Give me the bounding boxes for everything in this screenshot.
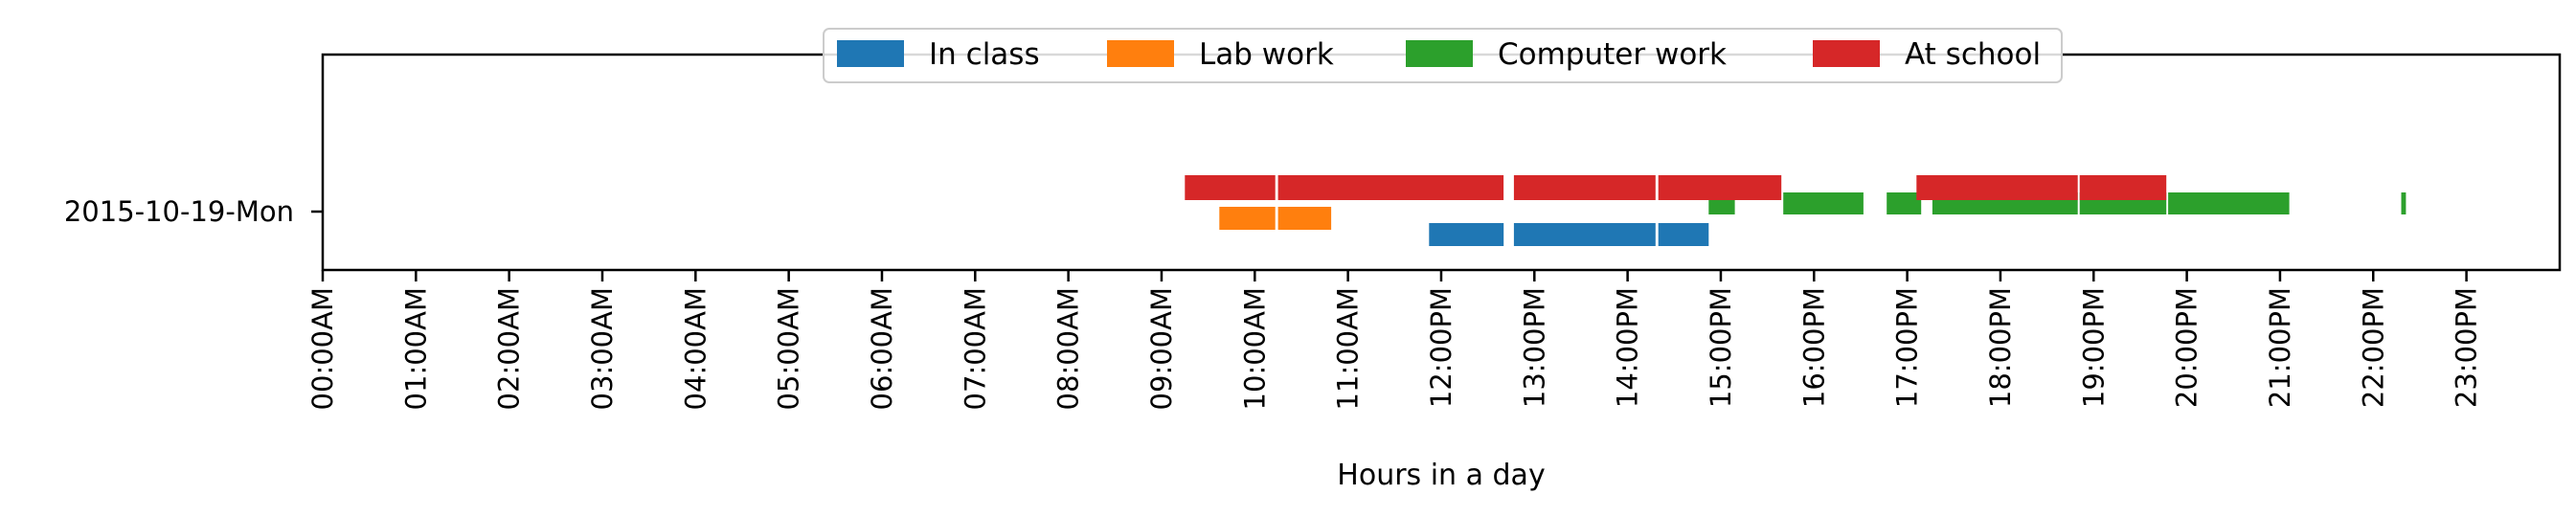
x-tick-label: 19:00PM	[2077, 287, 2110, 408]
x-tick-label: 08:00AM	[1052, 287, 1085, 410]
x-tick-label: 17:00PM	[1891, 287, 1924, 408]
x-tick-label: 06:00AM	[866, 287, 898, 410]
x-tick-label: 18:00PM	[1984, 287, 2017, 408]
bar-at-school-3	[1658, 175, 1782, 200]
bar-at-school-5	[2079, 175, 2167, 200]
legend-swatch	[1406, 40, 1473, 67]
bar-lab-work-0	[1219, 207, 1276, 230]
bar-at-school-1	[1277, 175, 1504, 200]
x-tick-label: 15:00PM	[1705, 287, 1737, 408]
x-tick-label: 00:00AM	[306, 287, 339, 410]
bar-computer-work-2	[1887, 192, 1922, 214]
x-tick-label: 14:00PM	[1612, 287, 1644, 408]
legend-swatch	[837, 40, 904, 67]
x-tick-label: 01:00AM	[399, 287, 432, 410]
bar-in-class-1	[1513, 223, 1656, 246]
x-axis: 00:00AM 01:00AM 02:00AM 03:00AM 04:00AM 05:00…	[306, 270, 2483, 410]
bar-computer-work-5	[2168, 192, 2290, 214]
x-tick-label: 10:00AM	[1238, 287, 1271, 410]
x-tick-label: 23:00PM	[2451, 287, 2483, 408]
bar-in-class-0	[1429, 223, 1504, 246]
x-tick-label: 12:00PM	[1425, 287, 1457, 408]
legend-swatch	[1813, 40, 1880, 67]
x-tick-label: 21:00PM	[2264, 287, 2296, 408]
y-tick-label: 2015-10-19-Mon	[64, 195, 294, 228]
x-tick-label: 13:00PM	[1518, 287, 1550, 408]
legend-label: Lab work	[1199, 37, 1334, 72]
x-tick-label: 05:00AM	[773, 287, 805, 410]
legend: In class Lab work Computer work At school	[823, 28, 2063, 83]
bar-layer	[1185, 175, 2407, 246]
x-tick-label: 02:00AM	[493, 287, 526, 410]
legend-label: At school	[1905, 37, 2041, 72]
bar-lab-work-1	[1277, 207, 1332, 230]
y-axis: 2015-10-19-Mon	[64, 195, 323, 228]
x-tick-label: 04:00AM	[679, 287, 712, 410]
bar-computer-work-6	[2401, 192, 2407, 214]
bar-computer-work-1	[1783, 192, 1864, 214]
bar-at-school-0	[1185, 175, 1276, 200]
x-tick-label: 16:00PM	[1797, 287, 1830, 408]
bar-in-class-2	[1658, 223, 1709, 246]
legend-label: In class	[929, 37, 1040, 72]
x-tick-label: 11:00AM	[1332, 287, 1365, 410]
bar-at-school-2	[1513, 175, 1656, 200]
x-tick-label: 22:00PM	[2357, 287, 2389, 408]
x-axis-title: Hours in a day	[1337, 459, 1545, 492]
legend-swatch	[1107, 40, 1174, 67]
x-tick-label: 03:00AM	[586, 287, 619, 410]
legend-label: Computer work	[1498, 37, 1727, 72]
x-tick-label: 20:00PM	[2171, 287, 2203, 408]
bar-at-school-4	[1916, 175, 2078, 200]
x-tick-label: 07:00AM	[959, 287, 991, 410]
x-tick-label: 09:00AM	[1145, 287, 1178, 410]
